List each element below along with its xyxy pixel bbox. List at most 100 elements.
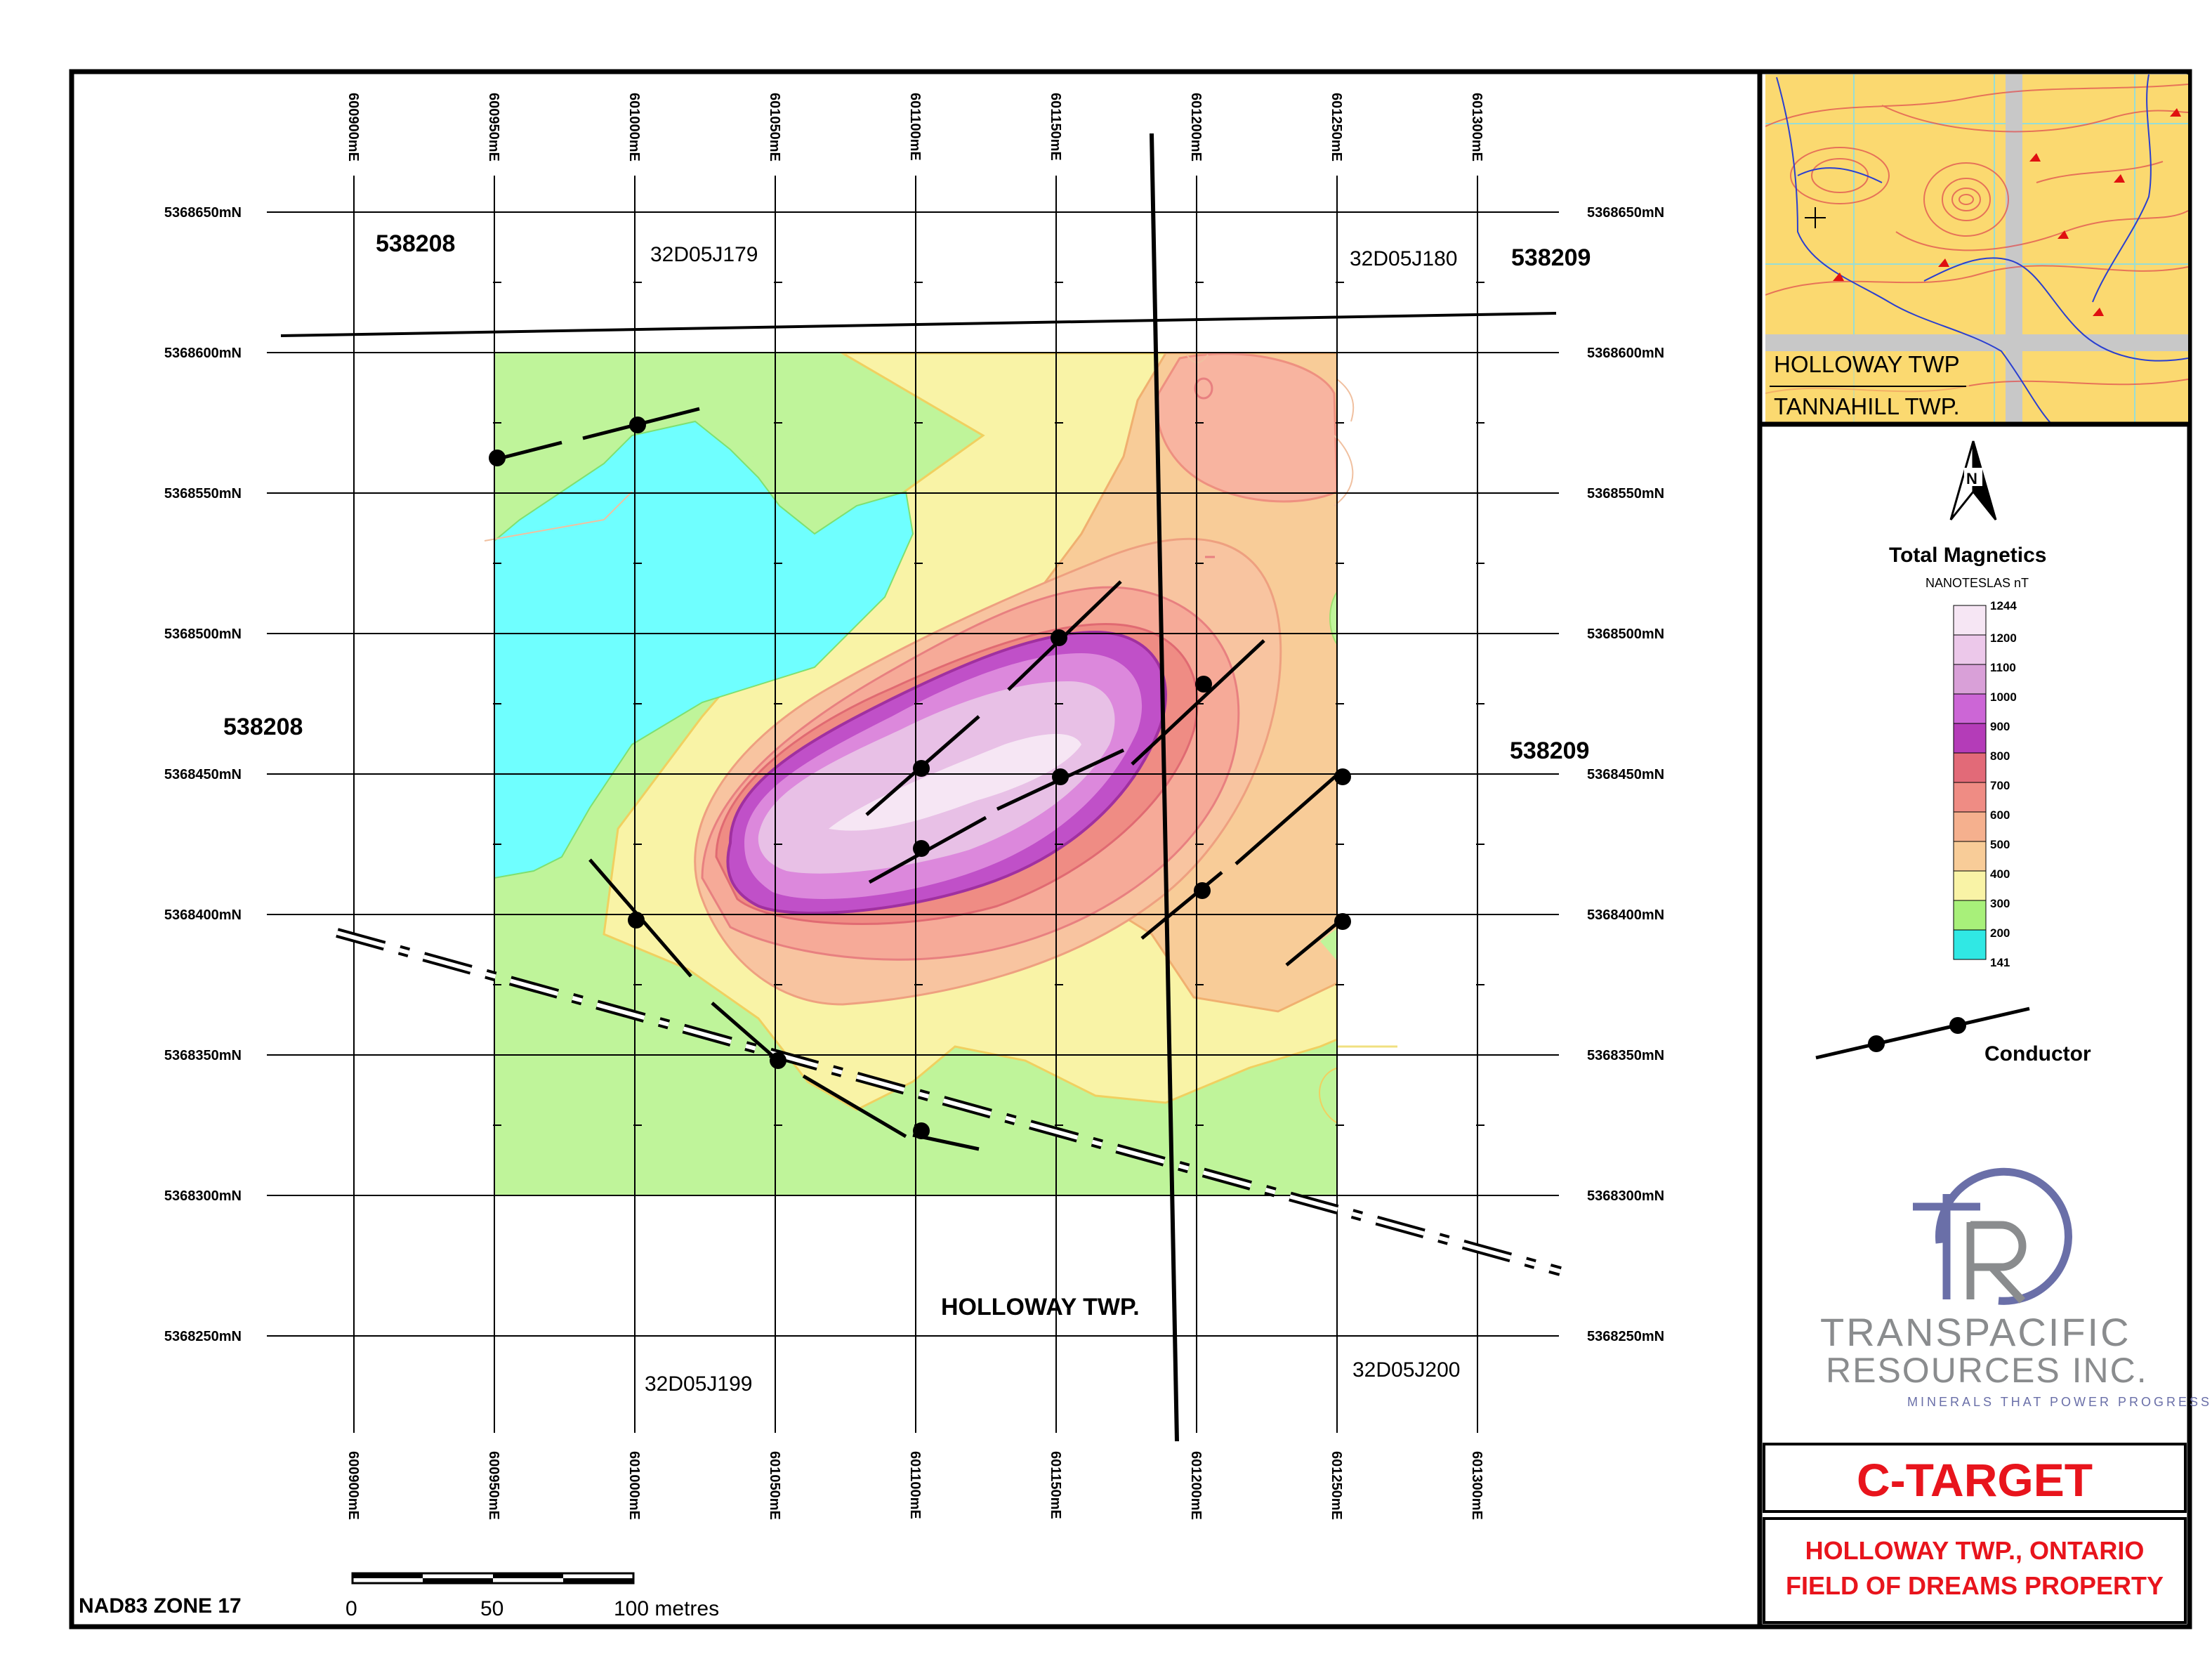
legend-swatch xyxy=(1953,841,1987,872)
legend-level-label: 600 xyxy=(1990,808,2010,822)
claim-538208-mid: 538208 xyxy=(223,714,303,740)
township-label: HOLLOWAY TWP. xyxy=(941,1294,1140,1320)
north-letter: N xyxy=(1966,470,1977,487)
map-subtitle-2: FIELD OF DREAMS PROPERTY xyxy=(1786,1571,2164,1600)
northing-label-left: 5368250mN xyxy=(164,1329,242,1344)
conductor-segment xyxy=(1140,770,1344,966)
northing-label-right: 5368650mN xyxy=(1587,205,1664,221)
legend-swatch xyxy=(1953,811,1987,842)
legend-level-label: 1100 xyxy=(1990,661,2016,674)
easting-label: 600950mE xyxy=(486,1451,501,1520)
northing-label-right: 5368300mN xyxy=(1587,1188,1664,1204)
mag-zone-600-north xyxy=(1156,353,1337,503)
easting-label: 601000mE xyxy=(626,1451,642,1520)
easting-label: 601150mE xyxy=(1048,93,1063,161)
northing-label-left: 5368450mN xyxy=(164,767,242,782)
northing-label-left: 5368550mN xyxy=(164,486,242,501)
easting-label: 601200mE xyxy=(1188,93,1204,162)
easting-label: 600950mE xyxy=(486,93,501,162)
northing-label-right: 5368600mN xyxy=(1587,346,1664,361)
legend-level-label: 700 xyxy=(1990,779,2010,792)
legend-level-label: 800 xyxy=(1990,749,2010,763)
claim-538209-mid: 538209 xyxy=(1510,737,1589,764)
easting-label: 600900mE xyxy=(345,93,361,162)
fault-line-vertical xyxy=(1150,133,1179,1442)
scale-tick-100: 100 metres xyxy=(614,1597,719,1620)
northing-label-left: 5368500mN xyxy=(164,627,242,642)
easting-label: 601050mE xyxy=(767,93,782,162)
cell-32d05j180: 32D05J180 xyxy=(1350,247,1457,270)
cell-32d05j200: 32D05J200 xyxy=(1352,1358,1460,1382)
datum-label: NAD83 ZONE 17 xyxy=(79,1594,242,1618)
conductor-nodes xyxy=(489,417,1351,1139)
transpacific-logo-icon xyxy=(1913,1167,2072,1305)
easting-label: 600900mE xyxy=(345,1451,361,1520)
inset-label-holloway: HOLLOWAY TWP xyxy=(1774,351,1960,377)
legend-swatch xyxy=(1953,929,1987,960)
northing-label-left: 5368400mN xyxy=(164,907,242,923)
legend-swatch xyxy=(1953,870,1987,901)
inset-label-tannahill: TANNAHILL TWP. xyxy=(1774,393,1960,419)
northing-label-right: 5368500mN xyxy=(1587,627,1664,642)
scale-tick-50: 50 xyxy=(480,1597,503,1620)
northing-label-right: 5368250mN xyxy=(1587,1329,1664,1344)
cell-32d05j179: 32D05J179 xyxy=(650,243,758,266)
legend-level-label: 1244 xyxy=(1990,599,2017,612)
legend-swatch xyxy=(1953,664,1987,695)
easting-label: 601300mE xyxy=(1469,93,1484,162)
utm-grid-labels: 600900mE 600900mE 600950mE 600950mE 601000mE… xyxy=(164,93,1664,1520)
northing-label-right: 5368550mN xyxy=(1587,486,1664,501)
legend-level-label: 500 xyxy=(1990,838,2010,851)
fault-line-dashed xyxy=(336,928,1562,1276)
northing-label-left: 5368350mN xyxy=(164,1048,242,1063)
legend-level-label: 300 xyxy=(1990,897,2010,910)
easting-label: 601150mE xyxy=(1048,1451,1063,1519)
easting-label: 601250mE xyxy=(1329,93,1344,162)
easting-label: 601200mE xyxy=(1188,1451,1204,1520)
legend-swatch xyxy=(1953,782,1987,813)
legend-swatch xyxy=(1953,752,1987,783)
legend-swatch xyxy=(1953,900,1987,931)
northing-label-right: 5368450mN xyxy=(1587,767,1664,782)
legend-units: NANOTESLAS nT xyxy=(1925,576,2029,590)
title-box xyxy=(1763,1443,2187,1513)
cell-32d05j199: 32D05J199 xyxy=(645,1372,752,1396)
map-title: C-TARGET xyxy=(1857,1454,2093,1506)
easting-label: 601000mE xyxy=(626,93,642,162)
easting-label: 601050mE xyxy=(767,1451,782,1520)
easting-label: 601250mE xyxy=(1329,1451,1344,1520)
claim-538209-top: 538209 xyxy=(1511,244,1591,271)
map-subtitle-1: HOLLOWAY TWP., ONTARIO xyxy=(1805,1536,2145,1565)
logo-line2: RESOURCES INC. xyxy=(1826,1351,2148,1390)
legend-title: Total Magnetics xyxy=(1889,544,2046,567)
easting-label: 601100mE xyxy=(907,93,923,161)
claim-538208-top: 538208 xyxy=(376,230,455,257)
scale-tick-0: 0 xyxy=(345,1597,357,1620)
mag-zone-200 xyxy=(494,420,914,879)
legend-level-labels: 1244 1200 1100 1000 900 800 700 600 500 400 300 200… xyxy=(1990,599,2017,969)
conductor-legend-symbol xyxy=(1815,1006,2030,1060)
easting-label: 601300mE xyxy=(1469,1451,1484,1520)
northing-label-left: 5368600mN xyxy=(164,346,242,361)
conductor-legend-label: Conductor xyxy=(1984,1042,2091,1065)
northing-label-left: 5368650mN xyxy=(164,205,242,221)
legend-level-label: 200 xyxy=(1990,926,2010,940)
northing-label-right: 5368350mN xyxy=(1587,1048,1664,1063)
legend-level-label: 141 xyxy=(1990,956,2010,969)
legend-level-label: 1200 xyxy=(1990,631,2017,645)
northing-label-right: 5368400mN xyxy=(1587,907,1664,923)
legend-swatch xyxy=(1953,634,1987,665)
legend-level-label: 400 xyxy=(1990,867,2010,881)
subtitle-box xyxy=(1763,1517,2187,1624)
legend-level-label: 1000 xyxy=(1990,690,2017,704)
easting-label: 601100mE xyxy=(907,1451,923,1519)
legend-color-ramp xyxy=(1953,605,1987,960)
northing-label-left: 5368300mN xyxy=(164,1188,242,1204)
scale-bar xyxy=(351,1572,635,1585)
legend-level-label: 900 xyxy=(1990,720,2010,733)
legend-swatch xyxy=(1953,723,1987,754)
logo-line1: TRANSPACIFIC xyxy=(1820,1310,2131,1354)
mag-zone-1244 xyxy=(829,734,1081,831)
claim-boundary-line xyxy=(280,312,1557,337)
